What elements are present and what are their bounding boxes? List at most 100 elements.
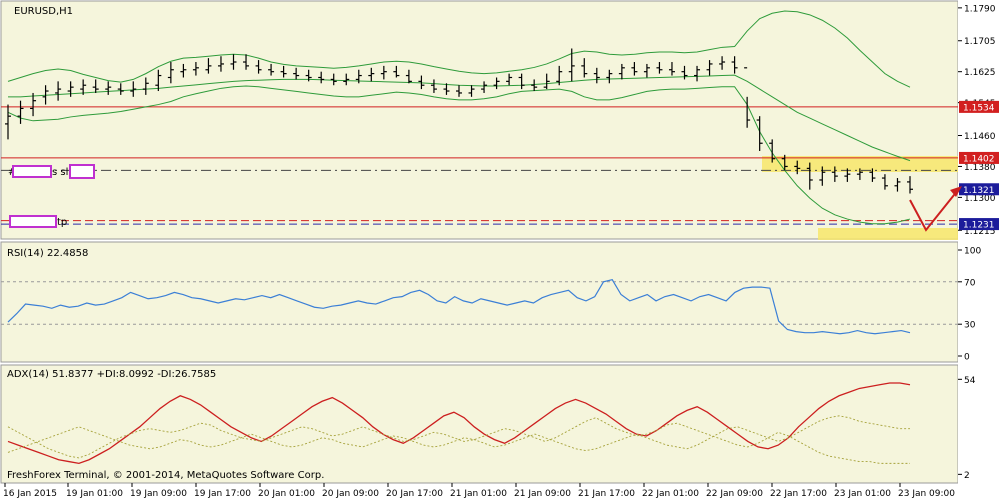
ohlc-bar [593,67,600,84]
ohlc-bar [268,63,275,76]
ohlc-bar [894,178,901,192]
ohlc-bar [606,69,613,84]
rsi-axis-label: 30 [964,321,976,331]
ohlc-bar [80,79,87,95]
svg-text:1.1231: 1.1231 [963,221,995,231]
ohlc-bar [681,65,688,80]
ohlc-bar [380,65,387,80]
ohlc-bar [418,75,425,90]
rsi-panel-bg [0,241,959,363]
svg-text:1.1534: 1.1534 [963,103,995,113]
ohlc-bar [293,67,300,80]
ohlc-bar [907,176,913,194]
price-panel-bg [0,0,959,240]
ohlc-bar [556,65,563,86]
ohlc-bar [205,58,212,74]
ohlc-bar [706,60,713,76]
time-axis-label: 21 Jan 17:00 [578,489,635,499]
price-axis-label: 1.1790 [964,4,996,14]
time-axis-label: 20 Jan 17:00 [386,489,443,499]
ohlc-bar [117,83,124,95]
ohlc-bar [806,162,813,190]
ohlc-bar [881,174,888,190]
svg-text:1.1402: 1.1402 [963,154,995,164]
sl-tag-mask-2 [69,164,95,179]
rsi-line [7,278,911,335]
time-axis-label: 19 Jan 01:00 [66,489,123,499]
right-axis-bg [958,0,1000,485]
tp-tag-suffix: tp [57,217,67,228]
ohlc-bar [142,77,149,95]
tp-level-tag[interactable]: tp [9,215,67,228]
sl-level-tag[interactable]: # s sl [8,164,95,179]
ohlc-bar [856,168,863,180]
adx-panel-title: ADX(14) 51.8377 +DI:8.0992 -DI:26.7585 [7,369,216,380]
adx-minus-di-line [7,415,910,453]
ohlc-bar [305,69,312,82]
footer-copyright: FreshForex Terminal, © 2001-2014, MetaQu… [7,470,324,481]
price-layer [1,10,958,225]
ohlc-bar [105,81,112,95]
ohlc-bar [668,62,675,76]
ohlc-bar [17,100,24,124]
ohlc-bar [719,56,726,70]
ohlc-bar [493,77,500,90]
ohlc-bar [631,62,638,76]
ohlc-bar [243,54,250,70]
ohlc-bar [443,83,450,95]
forecast-arrow-icon [909,186,962,232]
ohlc-bar [543,73,550,90]
time-axis-label: 21 Jan 01:00 [450,489,507,499]
time-axis-label: 19 Jan 09:00 [130,489,187,499]
ohlc-bar [694,65,701,82]
adx-axis-label: 54 [964,376,976,386]
price-axis-label: 1.1705 [964,37,996,47]
rsi-panel-title: RSI(14) 22.4858 [7,248,88,259]
time-axis-label: 22 Jan 09:00 [706,489,763,499]
ohlc-bar [744,67,751,128]
support-zone-highlight [818,228,958,240]
ohlc-bar [192,62,199,76]
ohlc-bar [230,54,237,70]
ohlc-bar [869,168,876,182]
price-level-tag: 1.1231 [959,218,999,231]
price-axis-label: 1.1300 [964,194,996,204]
ohlc-bar [430,79,437,93]
ohlc-bar [42,85,49,105]
ohlc-bar [468,85,475,97]
axis-layer: 1.17901.17051.16251.15451.14601.13801.13… [3,4,999,499]
adx-layer [7,382,911,465]
ohlc-bar [781,154,788,171]
rsi-axis-label: 0 [964,353,970,363]
ohlc-bar [67,81,74,97]
ohlc-bar [794,160,801,175]
ohlc-bar [318,71,325,84]
adx-main-line [7,382,911,465]
ohlc-bar [5,104,11,140]
ohlc-bar [130,81,137,97]
adx-panel-bg [0,364,959,484]
rsi-layer [1,278,958,335]
ohlc-bar [844,168,851,182]
price-band_upper-line [7,10,911,88]
price-axis-label: 1.1625 [964,68,996,78]
time-axis-label: 20 Jan 09:00 [322,489,379,499]
time-axis-label: 20 Jan 01:00 [258,489,315,499]
ohlc-bar [368,67,375,82]
adx-axis-label: 2 [964,471,970,481]
ohlc-bar [92,79,99,93]
svg-text:1.1321: 1.1321 [963,186,995,196]
time-axis-label: 16 Jan 2015 [3,489,57,499]
ohlc-bar [355,69,362,84]
price-axis-label: 1.1460 [964,132,996,142]
ohlc-bar [481,81,488,93]
ohlc-bar [831,166,838,182]
time-axis-label: 21 Jan 09:00 [514,489,571,499]
ohlc-bar [531,79,538,92]
ohlc-bar [330,73,337,86]
price-level-tag: 1.1402 [959,151,999,164]
time-axis-label: 23 Jan 09:00 [898,489,955,499]
ohlc-bar [55,81,62,101]
ohlc-bar [456,85,462,97]
